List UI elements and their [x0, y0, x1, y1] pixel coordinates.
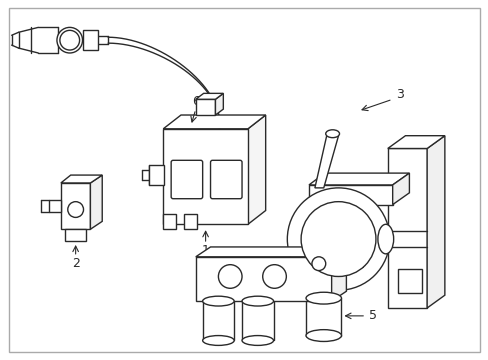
- Polygon shape: [149, 165, 164, 185]
- Text: 5: 5: [368, 309, 376, 322]
- Polygon shape: [49, 200, 61, 212]
- Circle shape: [287, 188, 389, 290]
- Polygon shape: [426, 136, 444, 308]
- Ellipse shape: [242, 296, 273, 306]
- Ellipse shape: [325, 130, 339, 138]
- FancyBboxPatch shape: [171, 160, 202, 199]
- Text: 3: 3: [395, 88, 403, 101]
- Ellipse shape: [202, 296, 234, 306]
- Polygon shape: [215, 93, 223, 115]
- Polygon shape: [195, 257, 331, 301]
- Text: 2: 2: [72, 257, 80, 270]
- Circle shape: [57, 27, 82, 53]
- Polygon shape: [387, 148, 426, 308]
- Polygon shape: [195, 247, 346, 257]
- Polygon shape: [183, 215, 196, 229]
- Polygon shape: [387, 136, 444, 148]
- Text: 1: 1: [201, 244, 209, 257]
- Polygon shape: [247, 115, 265, 224]
- Ellipse shape: [242, 336, 273, 345]
- Polygon shape: [90, 175, 102, 229]
- Polygon shape: [308, 185, 392, 204]
- Ellipse shape: [305, 292, 341, 304]
- Polygon shape: [163, 115, 265, 129]
- Polygon shape: [331, 247, 346, 301]
- Circle shape: [218, 265, 242, 288]
- Polygon shape: [163, 215, 176, 229]
- Polygon shape: [308, 173, 408, 185]
- Circle shape: [60, 30, 80, 50]
- Polygon shape: [397, 269, 421, 293]
- Polygon shape: [61, 175, 102, 183]
- Polygon shape: [314, 136, 338, 188]
- Ellipse shape: [202, 336, 234, 345]
- Circle shape: [262, 265, 286, 288]
- Polygon shape: [163, 129, 247, 224]
- Ellipse shape: [377, 224, 393, 254]
- Polygon shape: [392, 173, 408, 204]
- FancyBboxPatch shape: [210, 160, 242, 199]
- Polygon shape: [195, 99, 215, 115]
- Circle shape: [301, 202, 375, 276]
- Circle shape: [311, 257, 325, 271]
- Polygon shape: [61, 183, 90, 229]
- Text: 6: 6: [191, 95, 199, 108]
- Text: 4: 4: [357, 258, 365, 271]
- Polygon shape: [65, 229, 86, 241]
- Polygon shape: [82, 30, 98, 50]
- Circle shape: [68, 202, 83, 217]
- Polygon shape: [195, 93, 223, 99]
- Ellipse shape: [305, 330, 341, 342]
